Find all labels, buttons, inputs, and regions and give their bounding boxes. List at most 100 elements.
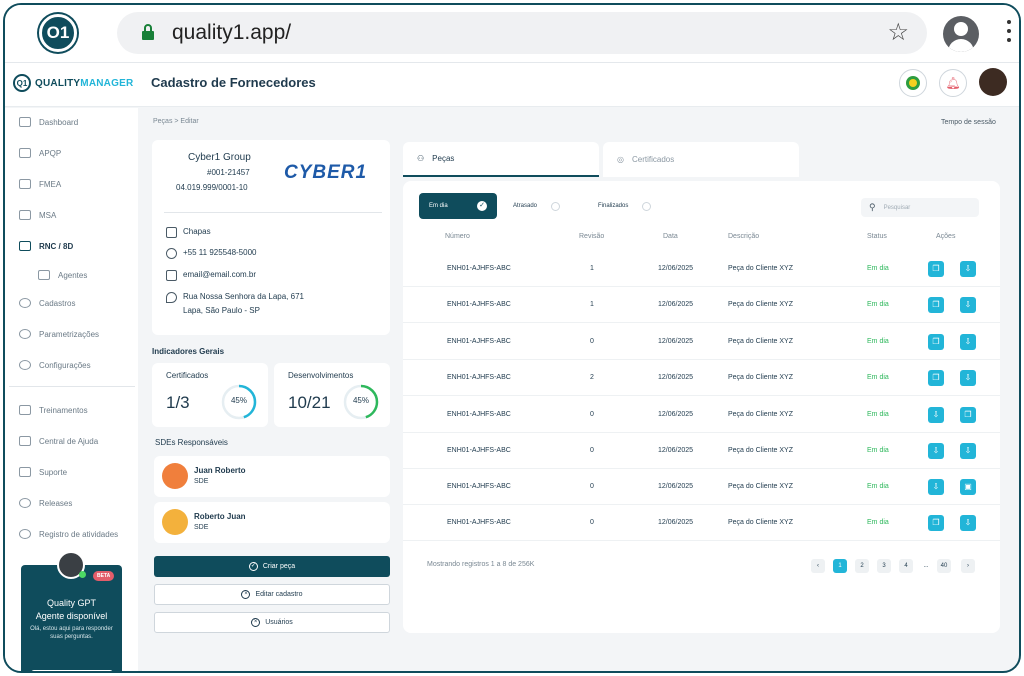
table-row[interactable]: ENH01-AJHFS-ABC 0 12/06/2025 Peça do Client…: [403, 324, 1000, 360]
sde-card[interactable]: Roberto Juan SDE: [154, 502, 390, 543]
cell-descricao: Peça do Cliente XYZ: [728, 265, 793, 272]
copy-icon[interactable]: ❐: [928, 370, 944, 386]
copy-icon[interactable]: ❐: [928, 515, 944, 531]
cell-descricao: Peça do Cliente XYZ: [728, 411, 793, 418]
sidebar-item-treinamentos[interactable]: Treinamentos: [19, 405, 88, 415]
sidebar-item-agentes[interactable]: Agentes: [38, 270, 87, 280]
copy-icon[interactable]: ❐: [928, 297, 944, 313]
next-page-button[interactable]: ›: [961, 559, 975, 573]
user-avatar[interactable]: [979, 68, 1007, 96]
cell-revisao: 0: [590, 519, 594, 526]
sidebar-item-releases[interactable]: Releases: [19, 498, 72, 508]
divider: [164, 212, 382, 213]
user-icon: ⚇: [417, 154, 425, 163]
location-pin-icon: [166, 292, 177, 303]
page-button[interactable]: 40: [937, 559, 951, 573]
column-header: Data: [663, 233, 678, 240]
download-icon[interactable]: ⇩: [928, 443, 944, 459]
sidebar-item-dashboard[interactable]: Dashboard: [19, 117, 78, 127]
notification-bell-icon[interactable]: 🔔︎: [939, 69, 967, 97]
sidebar-item-suporte[interactable]: Suporte: [19, 467, 67, 477]
agent-icon: [38, 270, 50, 280]
cell-data: 12/06/2025: [658, 338, 694, 345]
download-icon[interactable]: ⇩: [960, 443, 976, 459]
table-row[interactable]: ENH01-AJHFS-ABC 2 12/06/2025 Peça do Client…: [403, 360, 1000, 396]
download-icon[interactable]: ⇩: [960, 261, 976, 277]
beta-badge: BETA: [93, 571, 115, 581]
table-row[interactable]: ENH01-AJHFS-ABC 0 12/06/2025 Peça do Client…: [403, 433, 1000, 469]
cell-revisao: 1: [590, 265, 594, 272]
tab-certificados[interactable]: ◎ Certificados: [603, 142, 799, 177]
bookmark-star-icon[interactable]: ☆: [887, 19, 909, 46]
package-icon[interactable]: ▣: [960, 479, 976, 495]
filter-em-dia[interactable]: Em dia ✓: [419, 193, 497, 219]
table-row[interactable]: ENH01-AJHFS-ABC 0 12/06/2025 Peça do Client…: [403, 469, 1000, 505]
table-footer: Mostrando registros 1 a 8 de 256K: [427, 561, 535, 568]
copy-icon[interactable]: ❐: [960, 407, 976, 423]
progress-ring: 45%: [342, 383, 380, 421]
indicator-value: 10/21: [288, 393, 331, 412]
sde-card[interactable]: Juan Roberto SDE: [154, 456, 390, 497]
column-header: Descrição: [728, 233, 760, 240]
quality-gpt-card[interactable]: BETA Quality GPT Agente disponível Olá, …: [21, 551, 122, 671]
download-icon[interactable]: ⇩: [928, 479, 944, 495]
address-bar[interactable]: quality1.app/ ☆: [117, 12, 927, 54]
page-button[interactable]: 2: [855, 559, 869, 573]
table-row[interactable]: ENH01-AJHFS-ABC 1 12/06/2025 Peça do Client…: [403, 251, 1000, 287]
document-icon: [19, 210, 31, 220]
document-icon: [19, 148, 31, 158]
browser-profile-avatar[interactable]: [943, 16, 979, 52]
phone-icon: [166, 248, 177, 259]
table-row[interactable]: ENH01-AJHFS-ABC 0 12/06/2025 Peça do Client…: [403, 397, 1000, 433]
table-row[interactable]: ENH01-AJHFS-ABC 0 12/06/2025 Peça do Client…: [403, 505, 1000, 541]
copy-icon[interactable]: ❐: [928, 334, 944, 350]
browser-menu-icon[interactable]: [1007, 20, 1011, 48]
cell-descricao: Peça do Cliente XYZ: [728, 519, 793, 526]
table-row[interactable]: ENH01-AJHFS-ABC 1 12/06/2025 Peça do Client…: [403, 287, 1000, 323]
cell-numero: ENH01-AJHFS-ABC: [447, 265, 511, 272]
browser-logo[interactable]: O1: [39, 14, 77, 52]
sidebar-item-registro-de-atividades[interactable]: Registro de atividades: [19, 529, 118, 539]
page-button[interactable]: 4: [899, 559, 913, 573]
sidebar-item-configuracoes[interactable]: Configurações: [19, 360, 91, 370]
download-icon[interactable]: ⇩: [928, 407, 944, 423]
progress-percent: 45%: [352, 396, 369, 405]
sidebar-item-parametrizacoes[interactable]: Parametrizações: [19, 329, 99, 339]
download-icon[interactable]: ⇩: [960, 515, 976, 531]
cell-status: Em dia: [867, 519, 889, 526]
page-button[interactable]: 1: [833, 559, 847, 573]
filter-atrasado[interactable]: Atrasado: [503, 193, 570, 219]
sde-avatar: [162, 463, 188, 489]
copy-icon[interactable]: ❐: [928, 261, 944, 277]
tab-pecas[interactable]: ⚇ Peças: [403, 142, 599, 177]
breadcrumb[interactable]: Peças > Editar: [153, 118, 199, 125]
sidebar-item-rnc-8d[interactable]: RNC / 8D: [19, 241, 73, 251]
search-input[interactable]: ⚲ Pesquisar: [861, 198, 979, 217]
cell-status: Em dia: [867, 265, 889, 272]
quality-manager-logo[interactable]: Q1 QUALITYMANAGER: [13, 74, 133, 92]
edit-supplier-button[interactable]: × Editar cadastro: [154, 584, 390, 605]
download-icon[interactable]: ⇩: [960, 297, 976, 313]
indicators-title: Indicadores Gerais: [152, 347, 225, 356]
language-flag-icon[interactable]: [899, 69, 927, 97]
download-icon[interactable]: ⇩: [960, 370, 976, 386]
prev-page-button[interactable]: ‹: [811, 559, 825, 573]
page-button[interactable]: 3: [877, 559, 891, 573]
sidebar-item-fmea[interactable]: FMEA: [19, 179, 61, 189]
filter-finalizados[interactable]: Finalizados: [588, 193, 661, 219]
supplier-phone: +55 11 925548-5000: [166, 246, 256, 260]
gpt-open-button[interactable]: [31, 670, 113, 671]
url-text[interactable]: quality1.app/: [172, 21, 292, 44]
document-icon: [19, 405, 31, 415]
sidebar-item-cadastros[interactable]: Cadastros: [19, 298, 75, 308]
cell-revisao: 1: [590, 301, 594, 308]
supplier-cnpj: 04.019.999/0001-10: [176, 183, 248, 192]
sidebar-item-apqp[interactable]: APQP: [19, 148, 61, 158]
sidebar-item-msa[interactable]: MSA: [19, 210, 56, 220]
download-icon[interactable]: ⇩: [960, 334, 976, 350]
create-part-button[interactable]: ✓ Criar peça: [154, 556, 390, 577]
users-button[interactable]: × Usuários: [154, 612, 390, 633]
cell-data: 12/06/2025: [658, 301, 694, 308]
sidebar-item-central-de-ajuda[interactable]: Central de Ajuda: [19, 436, 98, 446]
sde-role: SDE: [194, 478, 209, 485]
